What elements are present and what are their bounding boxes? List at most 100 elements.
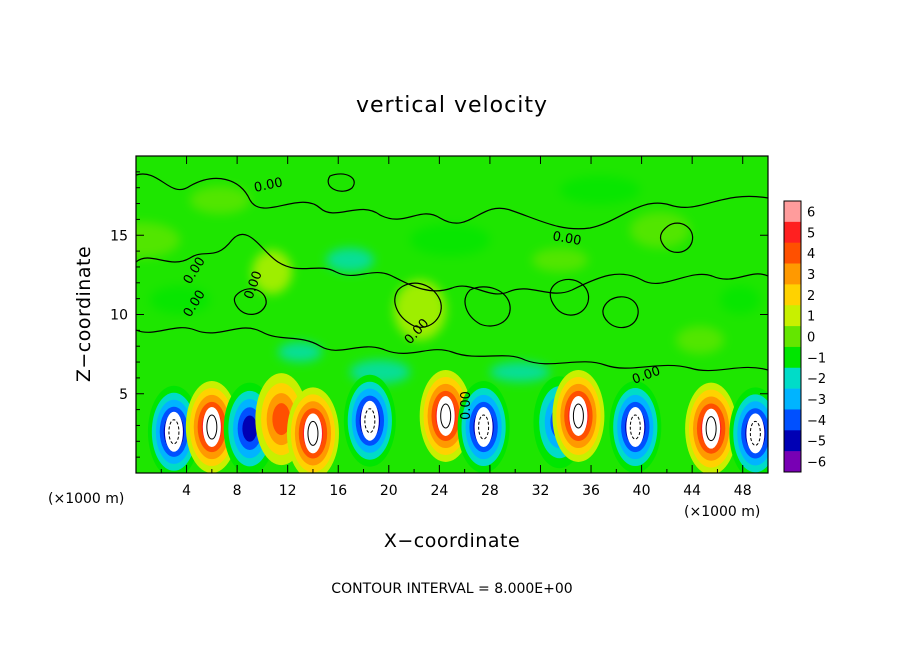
cell-core-contour (206, 414, 218, 440)
colorbar-label: 3 (807, 268, 815, 283)
colorbar-swatch (784, 221, 801, 243)
colorbar-label: −4 (807, 414, 826, 429)
zero-contour-loop-7 (233, 288, 267, 315)
y-axis: 5 10 15 (110, 171, 768, 458)
cell-level (272, 403, 291, 436)
downdraft-cell (457, 381, 510, 473)
updraft-cell (552, 369, 605, 462)
downdraft-cell (147, 385, 200, 473)
field-blob (560, 176, 640, 204)
updraft-cell (185, 381, 238, 473)
colorbar-label: 0 (807, 331, 815, 346)
field-blob (394, 280, 446, 340)
downdraft-cell (609, 381, 662, 473)
colorbar-swatch (784, 242, 801, 264)
colorbar-label: 5 (807, 226, 815, 241)
colorbar-swatch (784, 201, 801, 223)
field-blob (190, 186, 250, 214)
contour-interval-footer: CONTOUR INTERVAL = 8.000E+00 (331, 581, 572, 597)
zero-contour-loop-3 (464, 286, 511, 327)
cell-core-contour (307, 420, 319, 446)
field-blob (676, 326, 724, 354)
colorbar-swatch (784, 367, 801, 389)
cell-core-contour (749, 420, 761, 446)
x-unit-right: (×1000 m) (684, 504, 760, 520)
field-blob (136, 222, 180, 258)
cell-core (626, 407, 645, 448)
y-axis-label: Z−coordinate (73, 246, 95, 382)
zero-contour-lower (136, 327, 768, 372)
cell-core (164, 411, 183, 452)
colorbar-swatch (784, 451, 801, 473)
field-blob (630, 212, 690, 248)
colorbar: 6 5 4 3 2 1 0 −1 −2 −3 −4 −5 −6 (783, 200, 826, 473)
x-tick-label: 44 (683, 483, 701, 499)
field-blob (410, 224, 490, 256)
x-tick-label: 8 (233, 483, 242, 499)
cell-core-contour (478, 414, 490, 440)
zero-contour-loop-4 (549, 278, 590, 316)
cell-core (569, 395, 588, 436)
x-tick-label: 28 (481, 483, 499, 499)
x-tick-label: 20 (380, 483, 398, 499)
y-tick-label: 5 (119, 387, 128, 403)
x-unit-left: (×1000 m) (48, 491, 124, 507)
colorbar-swatch (784, 430, 801, 452)
x-tick-label: 32 (532, 483, 550, 499)
x-axis: 4 8 12 16 20 24 28 32 36 40 44 48 (160, 156, 752, 499)
x-axis-label: X−coordinate (384, 530, 520, 552)
field-blob (490, 362, 550, 382)
x-tick-label: 24 (430, 483, 448, 499)
colorbar-label: 6 (807, 205, 815, 220)
cell-core (474, 407, 493, 448)
zero-contour-loop-6 (659, 222, 694, 253)
y-tick-label: 10 (110, 308, 128, 324)
contour-label: 0.00 (551, 229, 582, 249)
zero-contour-middle (136, 233, 768, 295)
x-tick-label: 12 (279, 483, 297, 499)
downdraft-cell (729, 387, 768, 473)
colorbar-label: −6 (807, 456, 826, 471)
colorbar-swatch (784, 284, 801, 306)
colorbar-label: 2 (807, 289, 815, 304)
colorbar-label: 4 (807, 247, 815, 262)
contour-label: 0.00 (459, 391, 474, 420)
cell-core (436, 395, 455, 436)
field-blob (252, 250, 292, 294)
y-tick-label: 15 (110, 228, 128, 244)
colorbar-swatch (784, 388, 801, 410)
cell-core-contour (572, 403, 584, 429)
cell-core (360, 400, 379, 441)
colorbar-label: 1 (807, 310, 815, 325)
colorbar-label: −3 (807, 393, 826, 408)
cell-core (702, 408, 721, 449)
colorbar-swatch (784, 326, 801, 348)
colorbar-label: −2 (807, 372, 826, 387)
x-tick-label: 40 (633, 483, 651, 499)
plot-field (136, 156, 768, 473)
cell-core-contour (364, 408, 376, 434)
cell-level (242, 415, 258, 442)
x-tick-label: 48 (734, 483, 752, 499)
colorbar-frame (783, 200, 802, 473)
field-blob (720, 286, 760, 314)
colorbar-swatch (784, 305, 801, 327)
chart-title: vertical velocity (356, 93, 548, 118)
zero-contours (136, 173, 768, 372)
updraft-cell (286, 387, 339, 473)
zero-contour-loop-2 (394, 282, 442, 328)
cell-core-contour (168, 419, 180, 445)
field-blob (326, 248, 374, 272)
field-blob (532, 248, 588, 272)
cell-core-contour (705, 416, 717, 442)
colorbar-label: −1 (807, 351, 826, 366)
field-blob (150, 286, 210, 314)
downdraft-cell (343, 374, 396, 467)
cell-core (746, 413, 765, 454)
zero-contour-upper (136, 173, 768, 230)
cell-core-contour (629, 414, 641, 440)
colorbar-swatch (784, 346, 801, 369)
field-blob (278, 342, 322, 362)
convective-cells (147, 369, 768, 473)
